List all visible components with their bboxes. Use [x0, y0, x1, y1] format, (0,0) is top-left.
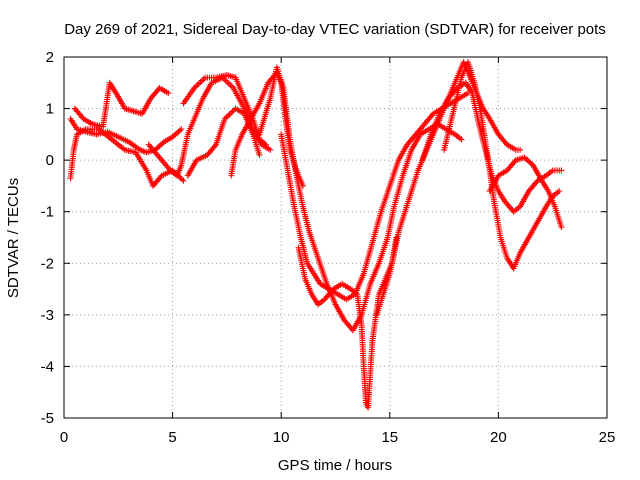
data-point-marker	[159, 140, 166, 147]
data-point-marker	[262, 141, 269, 148]
y-tick-label: -5	[41, 410, 54, 427]
series-track-13	[441, 59, 563, 272]
y-tick-label: -1	[41, 204, 54, 221]
data-point-marker	[165, 90, 172, 97]
x-tick-label: 20	[490, 429, 507, 446]
data-point-marker	[256, 151, 263, 158]
series-track-14	[486, 154, 565, 231]
data-point-marker	[267, 146, 274, 153]
data-point-marker	[155, 144, 162, 151]
y-tick-label: 2	[46, 49, 54, 66]
data-point-marker	[173, 130, 180, 137]
data-point-marker	[522, 155, 529, 162]
series-track-2	[71, 79, 172, 130]
data-point-marker	[156, 142, 163, 149]
data-point-marker	[556, 188, 563, 195]
y-tick-label: -3	[41, 307, 54, 324]
data-point-marker	[172, 131, 179, 138]
y-axis-tick-labels: -5 -4 -3 -2 -1 0 1 2	[41, 49, 54, 427]
data-point-marker	[517, 146, 524, 153]
data-point-marker	[178, 126, 185, 133]
data-point-marker	[458, 136, 465, 143]
data-point-marker	[180, 177, 187, 184]
y-axis-label: SDTVAR / TECUs	[5, 178, 22, 298]
data-point-marker	[527, 159, 534, 166]
series-track-3	[67, 126, 187, 189]
data-point-marker	[171, 132, 178, 139]
x-axis-label: GPS time / hours	[278, 457, 392, 474]
series-track-8	[256, 64, 465, 334]
data-point-marker	[176, 127, 183, 134]
series-track-6	[180, 72, 269, 148]
x-tick-label: 10	[273, 429, 290, 446]
axis-ticks	[63, 56, 608, 419]
chart-title: Day 269 of 2021, Sidereal Day-to-day VTE…	[64, 21, 606, 38]
data-point-marker	[521, 154, 528, 161]
data-point-marker	[158, 141, 165, 148]
y-tick-label: -4	[41, 358, 54, 375]
x-tick-label: 25	[599, 429, 616, 446]
data-point-marker	[169, 133, 176, 140]
x-tick-label: 5	[168, 429, 176, 446]
data-point-marker	[524, 157, 531, 164]
data-point-marker	[558, 224, 565, 231]
x-tick-label: 15	[381, 429, 398, 446]
plot-area-border	[63, 56, 608, 419]
series-track-12	[419, 79, 565, 215]
series-track-9	[278, 90, 471, 303]
data-point-marker	[525, 158, 532, 165]
data-point-marker	[528, 161, 535, 168]
x-axis-tick-labels: 0 5 10 15 20 25	[60, 429, 616, 446]
data-point-marker	[175, 128, 182, 135]
y-tick-label: -2	[41, 255, 54, 272]
series-track-11	[373, 59, 524, 318]
y-tick-label: 1	[46, 101, 54, 118]
data-markers	[67, 59, 565, 411]
x-tick-label: 0	[60, 429, 68, 446]
y-tick-label: 0	[46, 152, 54, 169]
series-track-5	[184, 105, 263, 179]
data-point-marker	[558, 167, 565, 174]
